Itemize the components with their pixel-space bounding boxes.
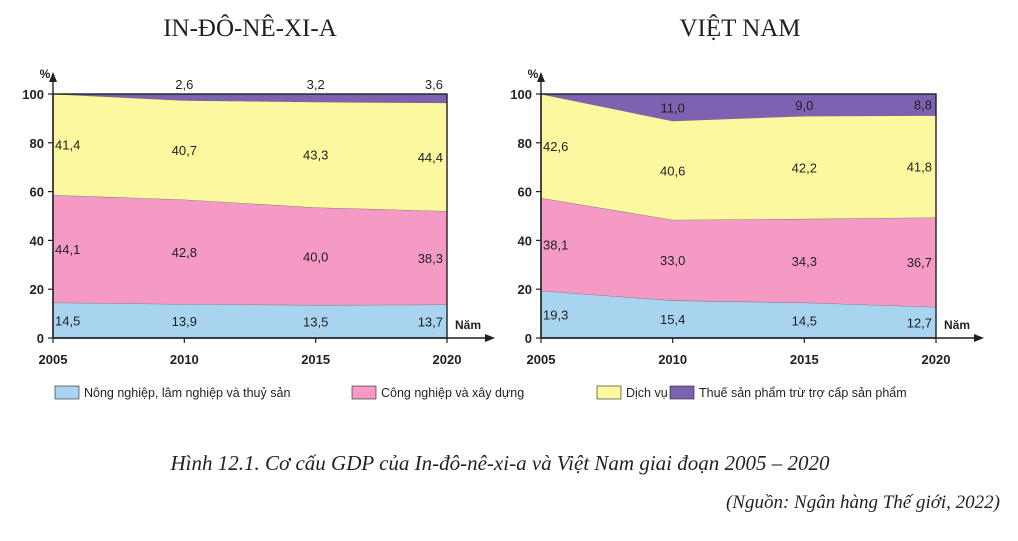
x-axis-label: Năm [944,318,970,332]
data-label: 11,0 [660,100,684,115]
charts-layer: IN-ĐÔ-NÊ-XI-A 0 20 40 60 80 100% 2005 2010 2015 20… [22,14,984,367]
data-label: 40,7 [172,143,197,158]
data-label: 13,5 [303,315,328,330]
x-tick-label: 2020 [922,352,951,367]
y-tick-label: 20 [518,282,532,297]
x-tick-label: 2005 [39,352,68,367]
x-axis-label: Năm [455,318,481,332]
data-label: 41,8 [907,159,932,174]
y-tick-label: 0 [37,331,44,346]
data-label: 34,3 [792,254,817,269]
data-label: 14,5 [55,313,80,328]
data-label: 42,2 [792,160,817,175]
y-tick-label: 0 [525,331,532,346]
data-label: 14,5 [792,313,817,328]
y-axis-arrow-icon [49,72,57,82]
data-label: 33,0 [660,253,685,268]
chart-title: IN-ĐÔ-NÊ-XI-A [163,14,337,42]
data-label: 15,4 [660,312,685,327]
data-label: 13,9 [172,314,197,329]
data-label: 44,1 [55,242,80,257]
area-series-1 [53,195,447,306]
legend-swatch-0 [54,385,80,400]
data-label: 3,2 [307,77,325,92]
legend-swatch-1 [351,385,377,400]
y-tick-label: 20 [30,282,44,297]
figure-caption: Hình 12.1. Cơ cấu GDP của In-đô-nê-xi-a … [170,451,830,475]
data-label: 38,1 [543,237,568,252]
x-tick-label: 2015 [301,352,330,367]
data-label: 41,4 [55,138,80,153]
legend-label-3: Thuế sản phẩm trừ trợ cấp sản phẩm [699,386,907,400]
data-label: 8,8 [914,98,932,113]
data-label: 36,7 [907,255,932,270]
area-series-3 [53,94,447,103]
y-tick-label: 60 [30,185,44,200]
area-series-1 [541,197,936,308]
y-tick-label: 80 [30,136,44,151]
data-label: 42,6 [543,139,568,154]
y-tick-label: 40 [30,233,44,248]
legend-label-2: Dịch vụ [626,386,668,400]
legend-swatch-3 [669,385,695,400]
y-unit-label: % [528,67,539,81]
x-tick-label: 2010 [170,352,199,367]
data-label: 2,6 [175,77,193,92]
data-label: 44,4 [418,150,443,165]
data-label: 38,3 [418,251,443,266]
y-tick-label: 40 [518,233,532,248]
chart-0: IN-ĐÔ-NÊ-XI-A 0 20 40 60 80 100% 2005 2010 2015 20… [22,14,495,367]
x-tick-label: 2020 [433,352,462,367]
y-unit-label: % [40,67,51,81]
x-tick-label: 2005 [527,352,556,367]
data-label: 13,7 [418,314,443,329]
area-series-3 [541,94,936,121]
y-tick-label: 100 [22,87,44,102]
chart-1: VIỆT NAM 0 20 40 60 80 100% 2005 2010 2015 2020 Năm… [510,14,984,367]
data-label: 42,8 [172,245,197,260]
y-tick-label: 100 [510,87,532,102]
x-tick-label: 2015 [790,352,819,367]
chart-title: VIỆT NAM [679,14,800,42]
legend-label-1: Công nghiệp và xây dựng [381,386,524,400]
area-series-0 [53,302,447,338]
y-axis-arrow-icon [537,72,545,82]
x-axis-arrow-icon [485,334,495,342]
figure-source: (Nguồn: Ngân hàng Thế giới, 2022) [726,492,1000,513]
x-axis-arrow-icon [974,334,984,342]
data-label: 40,6 [660,163,685,178]
area-series-2 [53,94,447,212]
data-label: 43,3 [303,148,328,163]
y-tick-label: 80 [518,136,532,151]
data-label: 19,3 [543,307,568,322]
legend-label-0: Nông nghiệp, lâm nghiệp và thuỷ sản [84,386,290,400]
legend-swatch-2 [596,385,622,400]
legend: Nông nghiệp, lâm nghiệp và thuỷ sản Công … [54,385,907,400]
data-label: 12,7 [907,316,932,331]
data-label: 9,0 [795,98,813,113]
y-tick-label: 60 [518,185,532,200]
area-series-0 [541,290,936,338]
x-tick-label: 2010 [658,352,687,367]
area-series-2 [541,94,936,220]
data-label: 40,0 [303,249,328,264]
data-label: 3,6 [425,77,443,92]
